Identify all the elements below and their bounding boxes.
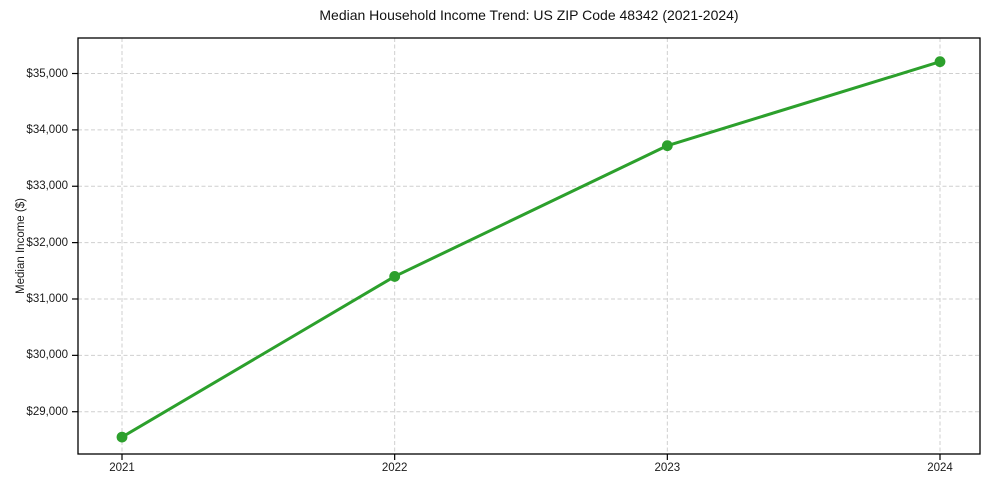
y-tick-label: $33,000: [26, 180, 68, 193]
data-point-marker: [389, 271, 401, 282]
data-point-marker: [116, 431, 128, 443]
plot-border: [77, 37, 981, 455]
chart-title: Median Household Income Trend: US ZIP Co…: [319, 7, 739, 23]
x-tick-label: 2021: [109, 462, 135, 474]
y-tick-label: $34,000: [26, 123, 68, 136]
x-tick-label: 2023: [654, 462, 681, 474]
y-tick-label: $32,000: [26, 236, 68, 249]
y-tick-label: $29,000: [26, 405, 68, 418]
y-tick-label: $30,000: [26, 349, 68, 362]
x-tick-label: 2022: [381, 462, 408, 474]
data-point-marker: [934, 56, 946, 68]
data-point-marker: [661, 140, 673, 152]
y-tick-label: $31,000: [26, 292, 68, 305]
x-tick-label: 2024: [927, 462, 953, 474]
income-trend-line: [120, 60, 942, 439]
y-tick-label: $35,000: [26, 67, 68, 80]
